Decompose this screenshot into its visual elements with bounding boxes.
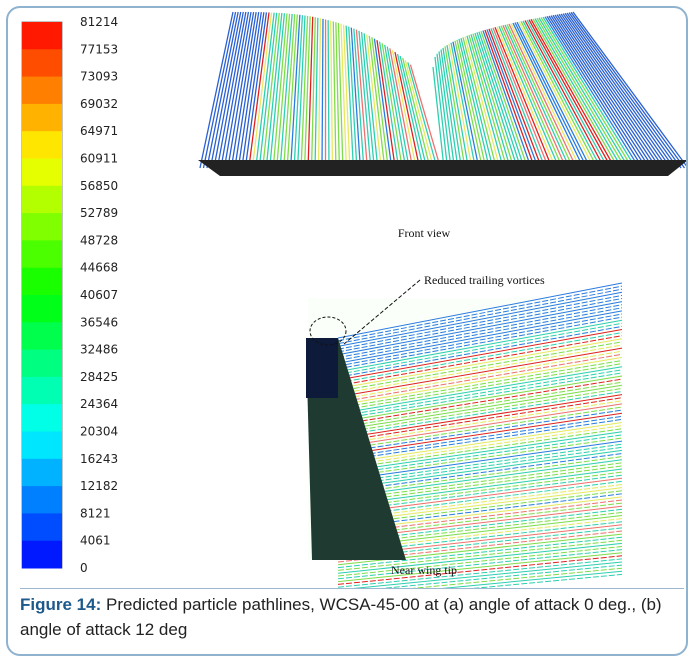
colorbar-swatch [22,322,62,350]
wing-outline [198,160,688,176]
colorbar-swatch [22,432,62,460]
colorbar-label: 40607 [80,288,118,302]
colorbar-label: 44668 [80,261,118,275]
pathline [207,12,238,168]
colorbar-label: 48728 [80,233,118,247]
figure-frame: 81214 77153 73093 69032 64971 60911 56850 52789… [6,6,688,656]
pathline [477,32,521,168]
caption-label: Figure 14: [20,595,101,614]
colorbar-label: 20304 [80,425,118,439]
annotation: Reduced trailing vortices [424,273,545,287]
pathline [319,18,321,168]
colorbar-label: 12182 [80,479,118,493]
colorbar-label: 81214 [80,15,118,29]
colorbar-swatch [22,213,62,241]
colorbar-label: 56850 [80,179,118,193]
pathline [322,19,323,168]
colorbar-label: 32486 [80,343,118,357]
pathline [535,19,622,168]
colorbar-label: 8121 [80,506,111,520]
pathline [315,18,318,168]
wing-tip-image [306,283,622,588]
colorbar-label: 77153 [80,42,118,56]
colorbar-label: 16243 [80,452,118,466]
pathline [328,20,329,168]
colorbar-swatch [22,186,62,214]
pathline [553,15,653,168]
pathline [435,57,447,168]
pathline [333,22,336,168]
vortex-region [306,338,338,398]
colorbar-label: 4061 [80,534,111,548]
colorbar-swatch [22,159,62,187]
pathline [567,13,678,168]
pathline [277,14,290,168]
colorbar-swatch [22,404,62,432]
colorbar-label: 24364 [80,397,118,411]
colorbar-swatch [22,49,62,77]
colorbar-swatch [22,104,62,132]
colorbar-swatch [22,541,62,569]
colorbar-swatch [22,268,62,296]
colorbar-label: 69032 [80,97,118,111]
colorbar-swatch [22,377,62,405]
pathline [331,21,333,168]
caption: Figure 14: Predicted particle pathlines,… [20,588,684,642]
pathline [362,32,375,168]
colorbar-swatch [22,459,62,487]
colorbar-label: 64971 [80,124,118,138]
colorbar-swatch [22,350,62,378]
pathline [203,12,235,168]
pathline [245,12,266,168]
colorbar-label: 0 [80,561,88,575]
colorbar-label: 60911 [80,152,118,166]
colorbar-swatch [22,77,62,105]
colorbar-swatch [22,240,62,268]
front-view-image [198,12,688,176]
colorbar-label: 73093 [80,70,118,84]
colorbar-swatch [22,131,62,159]
colorbar: 81214 77153 73093 69032 64971 60911 56850 52789… [22,15,118,575]
tip-label: Near wing tip [391,563,457,577]
front-view-label: Front view [398,226,451,240]
colorbar-swatch [22,486,62,514]
colorbar-label: 36546 [80,315,118,329]
colorbar-swatch [22,513,62,541]
colorbar-label: 28425 [80,370,118,384]
colorbar-swatch [22,295,62,323]
colorbar-swatch [22,22,62,50]
caption-text: Predicted particle pathlines, WCSA-45-00… [20,595,662,639]
figure: 81214 77153 73093 69032 64971 60911 56850 52789… [8,8,688,588]
colorbar-label: 52789 [80,206,118,220]
